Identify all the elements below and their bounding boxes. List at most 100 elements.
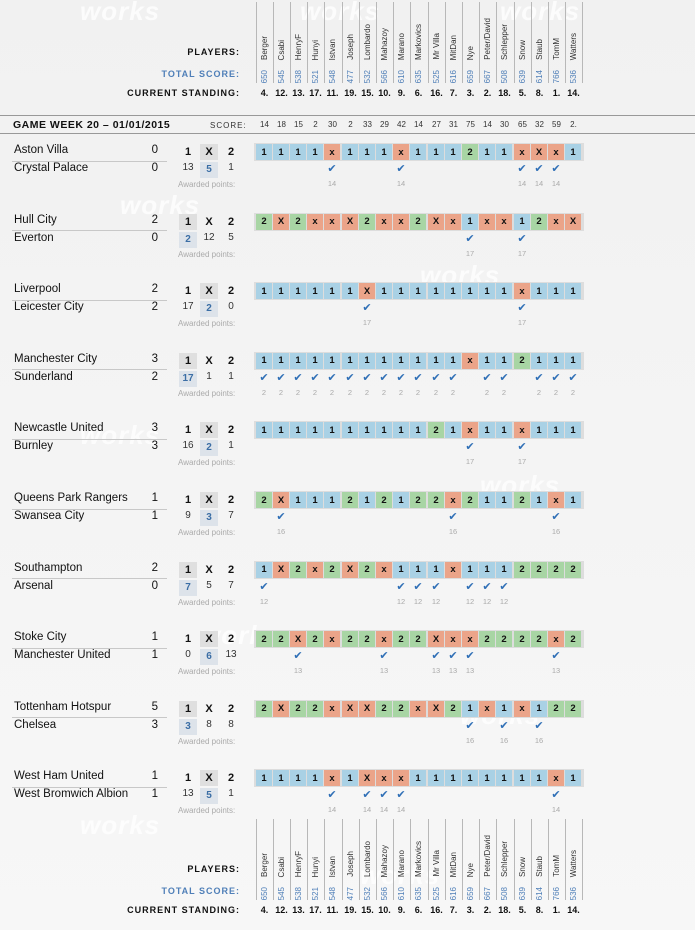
player-name-18[interactable]: Watters — [565, 819, 582, 877]
player-standing: 15. — [361, 88, 374, 98]
player-name-5[interactable]: Joseph — [342, 819, 359, 877]
tip-cell: 1 — [496, 422, 512, 439]
tip-cell: 1 — [445, 283, 461, 300]
player-name-16[interactable]: Staub — [531, 2, 548, 60]
player-name-4[interactable]: Istvan — [324, 819, 341, 877]
outcome-2-box: 2 — [227, 424, 235, 437]
tip-cell: 1 — [462, 213, 478, 230]
player-name-9[interactable]: Markovics — [410, 2, 427, 60]
tip-cell: 2 — [428, 492, 444, 508]
tip-cell: 1 — [376, 422, 392, 439]
column-divider — [256, 819, 257, 900]
check-icon: ✔ — [517, 302, 527, 315]
awarded-points-label: Awarded points: — [178, 249, 236, 259]
player-total-score: 614 — [531, 881, 548, 907]
awarded-points-value: 12 — [259, 596, 269, 606]
player-name-12[interactable]: Nye — [462, 2, 479, 60]
check-icon: ✔ — [448, 511, 458, 523]
awarded-points-value: 13 — [448, 666, 458, 676]
player-name-1[interactable]: Csabi — [273, 819, 290, 877]
awarded-points-value: 14 — [551, 179, 561, 188]
player-name-14[interactable]: Schlepper — [496, 2, 513, 60]
player-name-18[interactable]: Watters — [565, 2, 582, 60]
player-total-score-text: 538 — [294, 887, 303, 901]
player-name-15[interactable]: Snow — [514, 819, 531, 877]
player-name-17[interactable]: TomM — [548, 819, 565, 877]
player-standing: 4. — [260, 905, 269, 915]
outcome-count: 7 — [228, 579, 234, 591]
player-name-10[interactable]: Mr Villa — [428, 2, 445, 60]
tip-cell: x — [324, 631, 340, 648]
player-name-text: Mr Villa — [432, 850, 441, 877]
outcome-1-box: 1 — [184, 424, 192, 437]
check-icon: ✔ — [396, 163, 406, 175]
outcome-count: 3 — [179, 718, 197, 735]
player-week-score: 32 — [535, 120, 544, 129]
player-total-score-text: 536 — [569, 887, 578, 901]
player-name-10[interactable]: Mr Villa — [428, 819, 445, 877]
player-name-14[interactable]: Schlepper — [496, 819, 513, 877]
tip-cell: 1 — [462, 561, 478, 578]
player-name-15[interactable]: Snow — [514, 2, 531, 60]
player-name-0[interactable]: Berger — [256, 819, 273, 877]
tip-cell: 2 — [548, 561, 564, 578]
awarded-points-label: Awarded points: — [178, 458, 236, 468]
column-divider — [531, 2, 532, 83]
awarded-points-label: Awarded points: — [178, 667, 236, 677]
tip-cell: X — [273, 700, 289, 717]
player-name-13[interactable]: Peter/David — [479, 2, 496, 60]
column-divider — [410, 2, 411, 83]
tip-cell: x — [514, 144, 530, 160]
player-name-8[interactable]: Marano — [393, 819, 410, 877]
player-name-16[interactable]: Staub — [531, 819, 548, 877]
player-name-3[interactable]: Hunyi — [307, 819, 324, 877]
player-name-text: Marano — [397, 32, 406, 60]
tip-cell: 2 — [531, 561, 547, 578]
player-name-6[interactable]: Lombardo — [359, 2, 376, 60]
player-name-11[interactable]: MitDan — [445, 2, 462, 60]
tip-cell: X — [273, 492, 289, 508]
outcome-x-box: X — [205, 702, 213, 715]
column-divider — [376, 819, 377, 900]
outcome-x-box: X — [200, 144, 218, 160]
tip-cell: x — [462, 352, 478, 369]
check-icon: ✔ — [396, 580, 406, 593]
tip-cell: 1 — [393, 492, 409, 508]
column-divider — [445, 2, 446, 83]
player-total-score-text: 566 — [380, 70, 389, 84]
player-total-score: 548 — [324, 64, 341, 90]
player-name-12[interactable]: Nye — [462, 819, 479, 877]
player-name-8[interactable]: Marano — [393, 2, 410, 60]
player-name-9[interactable]: Markovics — [410, 819, 427, 877]
player-name-6[interactable]: Lombardo — [359, 819, 376, 877]
player-name-text: Istvan — [328, 38, 337, 60]
away-team-name: Burnley — [14, 440, 53, 453]
player-name-0[interactable]: Berger — [256, 2, 273, 60]
outcome-count: 8 — [228, 718, 234, 730]
header-rule — [0, 115, 695, 116]
check-icon: ✔ — [396, 789, 406, 802]
player-name-3[interactable]: Hunyi — [307, 2, 324, 60]
player-name-17[interactable]: TomM — [548, 2, 565, 60]
player-name-11[interactable]: MitDan — [445, 819, 462, 877]
awarded-points-value: 16 — [534, 735, 544, 745]
player-name-2[interactable]: HenryF — [290, 2, 307, 60]
player-name-13[interactable]: Peter/David — [479, 819, 496, 877]
player-name-7[interactable]: Mahazoy — [376, 2, 393, 60]
player-name-7[interactable]: Mahazoy — [376, 819, 393, 877]
outcome-2-box: 2 — [227, 772, 235, 785]
player-week-score: 18 — [277, 120, 286, 129]
player-name-1[interactable]: Csabi — [273, 2, 290, 60]
tip-cell: X — [359, 700, 375, 717]
player-name-2[interactable]: HenryF — [290, 819, 307, 877]
player-name-text: TomM — [552, 38, 561, 60]
player-total-score: 610 — [393, 881, 410, 907]
players-label: PLAYERS: — [187, 864, 240, 874]
player-name-4[interactable]: Istvan — [324, 2, 341, 60]
column-divider — [324, 819, 325, 900]
tip-cell: 2 — [256, 700, 272, 717]
player-week-score: 31 — [449, 120, 458, 129]
tip-cell: 1 — [462, 770, 478, 787]
player-name-5[interactable]: Joseph — [342, 2, 359, 60]
tip-cell: 1 — [462, 700, 478, 717]
